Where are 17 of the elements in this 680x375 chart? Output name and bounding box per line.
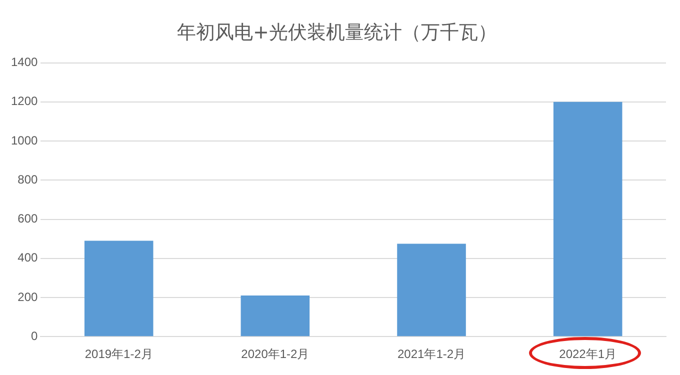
y-tick-label: 600 (18, 212, 38, 226)
y-tick-label: 400 (18, 250, 38, 265)
bar (240, 296, 310, 336)
y-tick-label: 1400 (10, 55, 38, 70)
bar (84, 240, 154, 336)
y-tick-label: 0 (31, 328, 38, 343)
y-tick-label: 1200 (10, 94, 38, 108)
bar (553, 102, 622, 336)
y-tick-label: 200 (18, 290, 38, 304)
bar (397, 244, 466, 336)
x-tick-label: 2021年1-2月 (397, 347, 466, 362)
y-tick-label: 800 (18, 172, 38, 186)
x-tick-label: 2020年1-2月 (241, 347, 310, 362)
x-tick-label: 2022年1月 (559, 347, 617, 362)
x-tick-label: 2019年1-2月 (84, 347, 153, 362)
chart-title: 年初风电+光伏装机量统计（万千瓦） (177, 21, 497, 44)
y-tick-label: 1000 (10, 133, 38, 148)
